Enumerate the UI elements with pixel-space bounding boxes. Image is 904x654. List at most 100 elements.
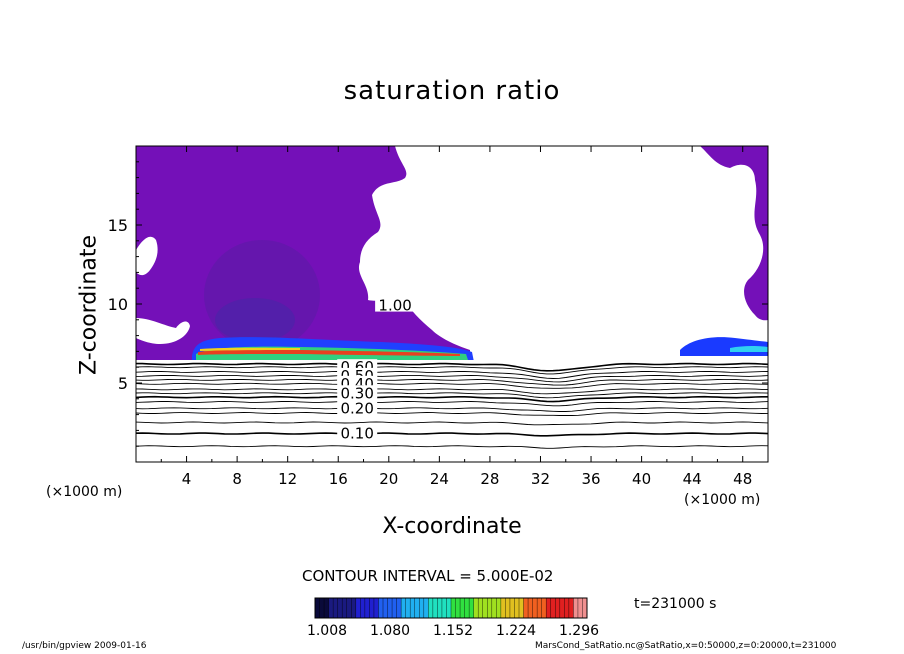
contour-line	[136, 366, 768, 375]
colorbar-tick-label: 1.152	[433, 623, 473, 639]
colorbar-swatch	[577, 598, 583, 618]
x-tick-label: 12	[278, 470, 297, 488]
colorbar-swatch	[437, 598, 443, 618]
contour-label-bg	[337, 400, 378, 415]
colorbar-swatch	[342, 598, 348, 618]
x-axis-label: X-coordinate	[382, 514, 522, 539]
colorbar-swatch	[414, 598, 420, 618]
x-tick-label: 28	[480, 470, 499, 488]
saturated-region-right	[700, 146, 768, 321]
colorbar-swatch	[373, 598, 379, 618]
cloud-base-band	[200, 347, 300, 351]
colorbar-swatch	[360, 598, 366, 618]
y-tick-label: 10	[108, 295, 128, 314]
colorbar-swatch	[505, 598, 511, 618]
chart-title: saturation ratio	[343, 76, 561, 106]
colorbar-swatch	[559, 598, 565, 618]
contour-lines	[136, 362, 768, 449]
contour-label-bg	[337, 385, 378, 400]
time-label: t=231000 s	[634, 596, 717, 612]
cloud-base-band-right	[730, 346, 768, 352]
colorbar-swatch	[496, 598, 502, 618]
subsaturated-layer	[136, 360, 768, 462]
colorbar-swatch	[396, 598, 402, 618]
contour-label: 1.00	[378, 297, 411, 315]
colorbar-swatch	[573, 598, 579, 618]
unsaturated-hole	[136, 318, 190, 344]
colorbar-swatch	[514, 598, 520, 618]
contour-line	[136, 395, 768, 403]
colorbar-swatch	[428, 598, 434, 618]
y-tick-label: 15	[108, 216, 128, 235]
contour-line	[136, 388, 768, 395]
x-tick-label: 36	[581, 470, 600, 488]
contour-line	[136, 445, 768, 449]
contour-line	[136, 382, 768, 389]
colorbar-swatch	[473, 598, 479, 618]
colorbar-swatch	[401, 598, 407, 618]
colorbar-tick-label: 1.224	[496, 623, 536, 639]
y-axis-ticks: 5 10 15	[108, 161, 768, 447]
colorbar-swatch	[351, 598, 357, 618]
colorbar-swatch	[383, 598, 389, 618]
colorbar-swatch	[460, 598, 466, 618]
colorbar-swatch	[369, 598, 375, 618]
contour-label: 0.20	[340, 399, 373, 417]
colorbar-swatch	[550, 598, 556, 618]
colorbar-swatch	[487, 598, 493, 618]
colorbar-swatch	[451, 598, 457, 618]
colorbar-swatch	[523, 598, 529, 618]
colorbar-swatch	[364, 598, 370, 618]
contour-line	[136, 401, 768, 407]
contour-line	[136, 378, 768, 386]
contour-label-bg	[375, 297, 416, 312]
contour-interval-label: CONTOUR INTERVAL = 5.000E-02	[302, 567, 554, 585]
colorbar-swatch	[500, 598, 506, 618]
contour-label-bg	[337, 425, 378, 440]
colorbar-swatch	[392, 598, 398, 618]
y-axis-label: Z-coordinate	[76, 235, 102, 375]
colorbar-swatch	[455, 598, 461, 618]
colorbar-swatch	[355, 598, 361, 618]
colorbar-frame	[314, 597, 588, 619]
colorbar-swatch	[333, 598, 339, 618]
colorbar-swatch	[410, 598, 416, 618]
colorbar-tick-label: 1.008	[307, 623, 347, 639]
contour-label: 0.30	[340, 384, 373, 402]
unsaturated-hole	[136, 236, 158, 276]
colorbar: 1.008 1.080 1.152 1.224 1.296	[307, 597, 599, 639]
colorbar-swatch	[469, 598, 475, 618]
colorbar-swatch	[378, 598, 384, 618]
colorbar-swatch	[546, 598, 552, 618]
x-tick-label: 40	[632, 470, 651, 488]
colorbar-swatch	[555, 598, 561, 618]
colorbar-swatch	[337, 598, 343, 618]
contour-labels: 1.000.600.500.400.300.200.10	[337, 297, 416, 443]
colorbar-swatch	[315, 598, 321, 618]
colorbar-swatch	[446, 598, 452, 618]
colorbar-tick-label: 1.296	[559, 623, 599, 639]
y-tick-label: 5	[118, 374, 128, 393]
footer-left: /usr/bin/gpview 2009-01-16	[22, 641, 147, 651]
contour-line	[136, 392, 768, 399]
colorbar-swatch	[519, 598, 525, 618]
colorbar-swatch	[441, 598, 447, 618]
contour-line	[136, 371, 768, 379]
colorbar-swatch	[582, 598, 588, 618]
colorbar-swatch	[319, 598, 325, 618]
x-axis-ticks: 4 8 12 16 20 24 28 32 36 40 44 48	[160, 146, 752, 488]
contour-label: 0.10	[340, 425, 373, 443]
cloud-base-band	[198, 349, 460, 356]
x-tick-label: 4	[182, 470, 192, 488]
contour-line	[136, 421, 768, 426]
x-tick-label: 44	[683, 470, 702, 488]
x-tick-label: 48	[733, 470, 752, 488]
colorbar-swatch	[328, 598, 334, 618]
colorbar-swatch	[509, 598, 515, 618]
x-tick-label: 16	[329, 470, 348, 488]
colorbar-swatch	[464, 598, 470, 618]
x-tick-label: 24	[430, 470, 449, 488]
colorbar-swatch	[528, 598, 534, 618]
x-tick-label: 8	[232, 470, 242, 488]
colorbar-swatch	[423, 598, 429, 618]
